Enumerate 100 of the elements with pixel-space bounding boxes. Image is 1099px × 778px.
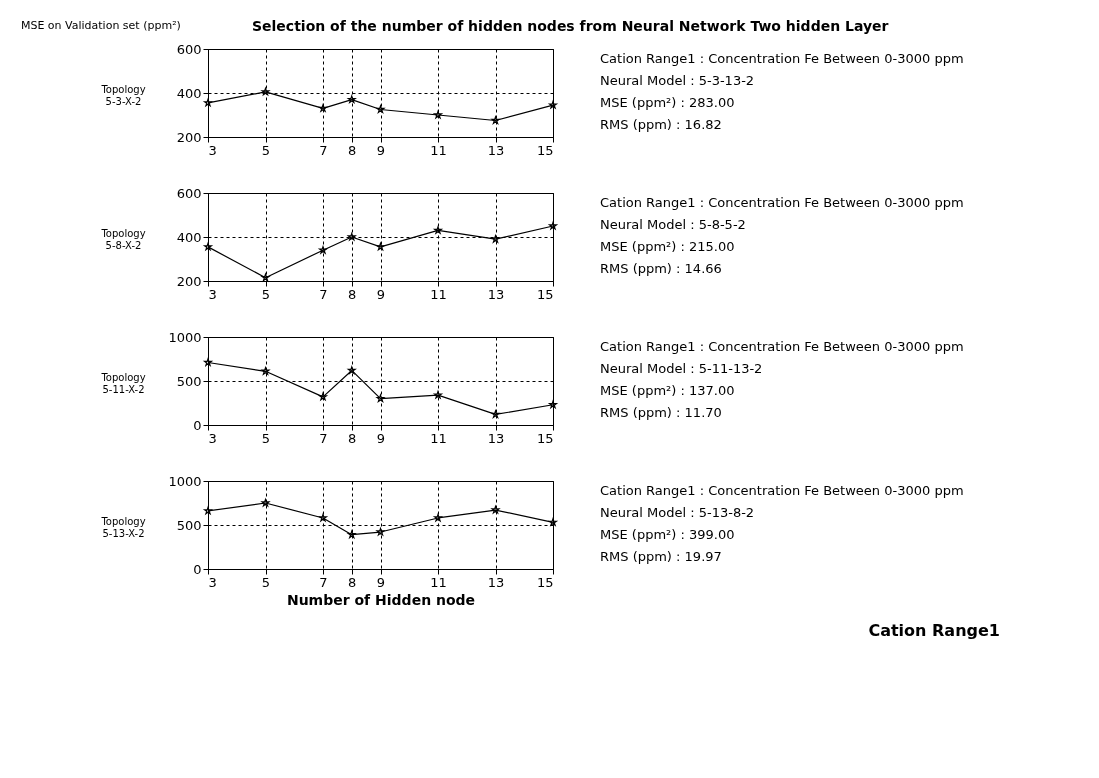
y-axis-title: Topology 5-8-X-2	[100, 227, 146, 251]
y-axis-title: Topology 5-13-X-2	[100, 515, 146, 539]
x-tick-label: 8	[348, 574, 357, 590]
text: Cation Range1	[868, 621, 1000, 640]
x-tick-label: 9	[376, 286, 386, 302]
y-axis-title: Topology 5-3-X-2	[100, 83, 146, 107]
point	[491, 410, 500, 418]
x-tick-label: 11	[430, 430, 447, 446]
x-tick-label: 9	[376, 430, 386, 446]
text: RMS (ppm) : 16.82	[600, 117, 722, 132]
x-tick-label: 15	[536, 286, 554, 302]
text: Neural Model : 5-11-13-2	[600, 361, 763, 376]
x-tick-label: 15	[536, 142, 554, 158]
y-tick-label: 0	[193, 561, 202, 577]
x-tick-label: 9	[376, 142, 386, 158]
text: Neural Model : 5-8-5-2	[600, 217, 746, 232]
x-tick-label: 8	[348, 430, 357, 446]
x-tick-label: 13	[487, 142, 505, 158]
x-tick-label: 15	[536, 574, 554, 590]
x-tick-label: 15	[536, 430, 554, 446]
text: RMS (ppm) : 11.70	[600, 405, 722, 420]
text: Cation Range1 : Concentration Fe Between 0-3000 ppm	[600, 339, 964, 354]
y-tick-label: 400	[176, 229, 202, 245]
text: Cation Range1 : Concentration Fe Between 0-3000 ppm	[600, 483, 964, 498]
x-tick-label: 5	[261, 286, 271, 302]
chart-title: Selection of the number of hidden nodes from Neural Network Two hidden Layer	[251, 17, 889, 34]
y-tick-label: 1000	[168, 329, 202, 345]
x-tick-label: 11	[430, 142, 447, 158]
y-tick-label: 0	[193, 417, 202, 433]
y-tick-label: 200	[176, 129, 202, 145]
text: MSE (ppm²) : 283.00	[600, 95, 735, 110]
point	[434, 513, 442, 522]
y-tick-label: 500	[176, 373, 202, 389]
point	[347, 366, 356, 374]
point	[376, 242, 385, 251]
text: Neural Model : 5-3-13-2	[600, 73, 755, 88]
y-tick-label: 200	[176, 273, 202, 289]
x-tick-label: 5	[261, 574, 271, 590]
point	[376, 394, 385, 403]
x-tick-label: 7	[319, 142, 328, 158]
x-axis-title: Number of Hidden node	[286, 591, 476, 608]
point	[204, 242, 212, 251]
point	[491, 116, 500, 124]
point	[261, 273, 270, 282]
point	[319, 392, 327, 401]
text: RMS (ppm) : 19.97	[600, 549, 722, 564]
point	[549, 518, 557, 526]
x-tick-label: 7	[319, 286, 328, 302]
x-tick-label: 11	[430, 286, 447, 302]
x-tick-label: 7	[319, 574, 328, 590]
y-tick-label: 500	[176, 517, 202, 533]
x-tick-label: 3	[208, 574, 217, 590]
point	[319, 246, 327, 254]
point	[261, 498, 270, 507]
text: MSE on Validation set (ppm²)	[20, 19, 181, 32]
point	[491, 235, 500, 243]
y-tick-label: 1000	[168, 473, 202, 489]
text: Cation Range1 : Concentration Fe Between 0-3000 ppm	[600, 195, 964, 210]
point	[204, 98, 212, 107]
point	[319, 513, 327, 522]
text: Cation Range1 : Concentration Fe Between 0-3000 ppm	[600, 51, 964, 66]
point	[347, 95, 356, 104]
point	[347, 232, 356, 241]
point	[261, 367, 270, 375]
point	[434, 390, 442, 399]
point	[376, 527, 385, 536]
x-tick-label: 13	[487, 430, 505, 446]
text: MSE (ppm²) : 137.00	[600, 383, 735, 398]
point	[491, 505, 500, 514]
x-tick-label: 3	[208, 430, 217, 446]
point	[434, 110, 442, 119]
x-tick-label: 3	[208, 142, 217, 158]
point	[204, 506, 212, 515]
text: MSE (ppm²) : 399.00	[600, 527, 735, 542]
x-tick-label: 5	[261, 430, 271, 446]
x-tick-label: 5	[261, 142, 271, 158]
x-tick-label: 3	[208, 286, 217, 302]
x-tick-label: 11	[430, 574, 447, 590]
text: Neural Model : 5-13-8-2	[600, 505, 755, 520]
x-tick-label: 8	[348, 142, 357, 158]
x-tick-label: 13	[487, 574, 505, 590]
point	[549, 400, 557, 409]
point	[376, 105, 385, 113]
text: MSE (ppm²) : 215.00	[600, 239, 735, 254]
point	[261, 87, 270, 96]
y-tick-label: 600	[176, 185, 202, 201]
text: RMS (ppm) : 14.66	[600, 261, 722, 276]
point	[434, 226, 442, 234]
y-axis-title: Topology 5-11-X-2	[100, 371, 146, 395]
point	[549, 221, 557, 230]
x-tick-label: 13	[487, 286, 505, 302]
x-tick-label: 9	[376, 574, 386, 590]
point	[204, 358, 212, 366]
x-tick-label: 7	[319, 430, 328, 446]
point	[319, 104, 327, 112]
point	[347, 530, 356, 539]
x-tick-label: 8	[348, 286, 357, 302]
point	[549, 100, 557, 109]
y-tick-label: 600	[176, 41, 202, 57]
y-tick-label: 400	[176, 85, 202, 101]
